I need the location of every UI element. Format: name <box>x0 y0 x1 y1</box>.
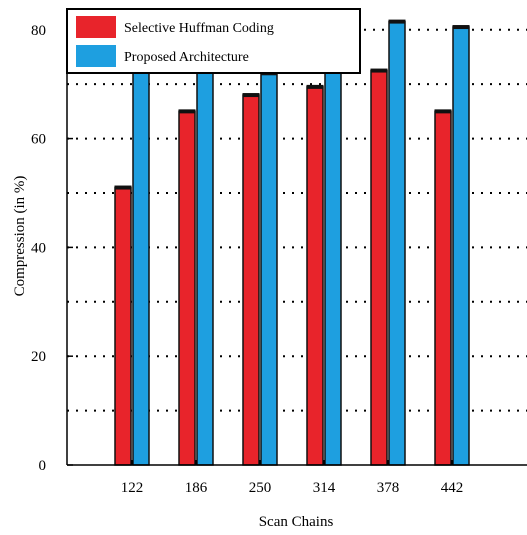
bar-selective-huffman-442 <box>434 110 452 466</box>
bar-cap <box>452 25 470 30</box>
bars <box>114 19 470 466</box>
bar-proposed-architecture-186 <box>196 53 214 466</box>
x-tick-labels: 122 186 250 314 378 442 <box>121 460 464 496</box>
bar-proposed-architecture-314 <box>324 69 342 466</box>
legend-label-proposed-architecture: Proposed Architecture <box>124 50 249 65</box>
bar-selective-huffman-314 <box>306 86 324 466</box>
bar-selective-huffman-186 <box>178 110 196 466</box>
bar-cap <box>242 93 260 98</box>
bar-cap <box>306 84 324 89</box>
x-tick-label: 250 <box>249 480 272 496</box>
bar-proposed-architecture-122 <box>132 50 150 466</box>
legend: Selective Huffman Coding Proposed Archit… <box>66 8 361 74</box>
bar-cap <box>178 109 196 114</box>
bar-cap <box>114 185 132 190</box>
bar-proposed-architecture-250 <box>260 72 278 466</box>
x-tick-label: 122 <box>121 480 144 496</box>
bar-proposed-architecture-442 <box>452 26 470 466</box>
bar-cap <box>434 109 452 114</box>
legend-swatch-proposed-architecture <box>76 45 116 67</box>
legend-swatch-selective-huffman <box>76 16 116 38</box>
x-tick-label: 378 <box>377 480 400 496</box>
y-tick-label: 80 <box>31 23 46 39</box>
legend-label-selective-huffman: Selective Huffman Coding <box>124 21 274 36</box>
bar-selective-huffman-122 <box>114 186 132 466</box>
bar-selective-huffman-378 <box>370 69 388 466</box>
bar-proposed-architecture-378 <box>388 20 406 466</box>
y-tick-label: 20 <box>31 349 46 365</box>
y-tick-labels: 0 20 40 60 80 <box>31 23 73 474</box>
axes <box>66 8 527 466</box>
y-axis-label: Compression (in %) <box>12 176 28 297</box>
y-tick-label: 0 <box>39 458 47 474</box>
y-tick-label: 60 <box>31 132 46 148</box>
y-tick-label: 40 <box>31 240 46 256</box>
x-tick-label: 442 <box>441 480 464 496</box>
x-tick-label: 186 <box>185 480 208 496</box>
x-axis-label: Scan Chains <box>259 514 334 530</box>
bar-selective-huffman-250 <box>242 94 260 466</box>
bar-cap <box>388 19 406 24</box>
x-tick-label: 314 <box>313 480 336 496</box>
bar-cap <box>370 68 388 73</box>
